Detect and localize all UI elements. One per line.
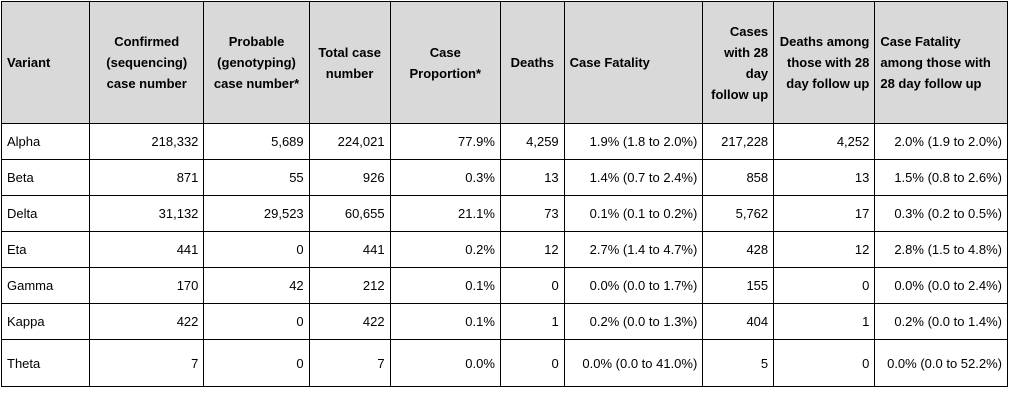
header-deaths: Deaths: [499, 1, 565, 124]
variant-name: Alpha: [0, 123, 91, 160]
variant-name: Beta: [0, 159, 91, 196]
variant-name: Delta: [0, 195, 91, 232]
case-fatality-28-day: 0.3% (0.2 to 0.5%): [874, 195, 1008, 232]
case-fatality: 1.4% (0.7 to 2.4%): [563, 159, 704, 196]
table-row: Eta 441 0 441 0.2% 12 2.7% (1.4 to 4.7%)…: [0, 231, 1008, 268]
variant-case-fatality-table: Variant Confirmed (sequencing) case numb…: [0, 1, 1008, 387]
case-fatality: 0.1% (0.1 to 0.2%): [563, 195, 704, 232]
probable-cases: 0: [203, 303, 310, 340]
probable-cases: 0: [203, 231, 310, 268]
cases-28-day: 5: [702, 339, 775, 387]
deaths-28-day: 12: [773, 231, 876, 268]
header-variant: Variant: [0, 1, 91, 124]
probable-cases: 5,689: [203, 123, 310, 160]
header-case-fatality: Case Fatality: [563, 1, 704, 124]
cases-28-day: 155: [702, 267, 775, 304]
case-proportion: 0.0%: [389, 339, 501, 387]
case-fatality-28-day: 2.0% (1.9 to 2.0%): [874, 123, 1008, 160]
deaths: 4,259: [499, 123, 565, 160]
table-row: Beta 871 55 926 0.3% 13 1.4% (0.7 to 2.4…: [0, 159, 1008, 196]
confirmed-cases: 170: [89, 267, 205, 304]
case-fatality-28-day: 0.0% (0.0 to 52.2%): [874, 339, 1008, 387]
total-cases: 926: [308, 159, 391, 196]
case-fatality: 0.0% (0.0 to 1.7%): [563, 267, 704, 304]
confirmed-cases: 218,332: [89, 123, 205, 160]
case-fatality-28-day: 0.2% (0.0 to 1.4%): [874, 303, 1008, 340]
total-cases: 441: [308, 231, 391, 268]
probable-cases: 42: [203, 267, 310, 304]
table-row: Alpha 218,332 5,689 224,021 77.9% 4,259 …: [0, 123, 1008, 160]
case-fatality: 0.0% (0.0 to 41.0%): [563, 339, 704, 387]
cases-28-day: 217,228: [702, 123, 775, 160]
cases-28-day: 428: [702, 231, 775, 268]
header-row: Variant Confirmed (sequencing) case numb…: [0, 1, 1008, 124]
case-fatality: 0.2% (0.0 to 1.3%): [563, 303, 704, 340]
header-deaths-28-day: Deaths among those with 28 day follow up: [773, 1, 876, 124]
confirmed-cases: 422: [89, 303, 205, 340]
table-row: Theta 7 0 7 0.0% 0 0.0% (0.0 to 41.0%) 5…: [0, 339, 1008, 387]
header-probable-cases: Probable (genotyping) case number*: [203, 1, 310, 124]
table-row: Gamma 170 42 212 0.1% 0 0.0% (0.0 to 1.7…: [0, 267, 1008, 304]
deaths: 73: [499, 195, 565, 232]
deaths-28-day: 17: [773, 195, 876, 232]
case-fatality-28-day: 0.0% (0.0 to 2.4%): [874, 267, 1008, 304]
deaths: 13: [499, 159, 565, 196]
cases-28-day: 858: [702, 159, 775, 196]
total-cases: 212: [308, 267, 391, 304]
table-row: Kappa 422 0 422 0.1% 1 0.2% (0.0 to 1.3%…: [0, 303, 1008, 340]
case-fatality: 2.7% (1.4 to 4.7%): [563, 231, 704, 268]
deaths: 0: [499, 339, 565, 387]
deaths: 1: [499, 303, 565, 340]
case-fatality: 1.9% (1.8 to 2.0%): [563, 123, 704, 160]
table-row: Delta 31,132 29,523 60,655 21.1% 73 0.1%…: [0, 195, 1008, 232]
deaths-28-day: 1: [773, 303, 876, 340]
total-cases: 60,655: [308, 195, 391, 232]
header-total-cases: Total case number: [308, 1, 391, 124]
case-proportion: 0.1%: [389, 303, 501, 340]
cases-28-day: 5,762: [702, 195, 775, 232]
total-cases: 224,021: [308, 123, 391, 160]
total-cases: 422: [308, 303, 391, 340]
confirmed-cases: 31,132: [89, 195, 205, 232]
variant-name: Theta: [0, 339, 91, 387]
confirmed-cases: 871: [89, 159, 205, 196]
cases-28-day: 404: [702, 303, 775, 340]
deaths: 0: [499, 267, 565, 304]
case-proportion: 0.1%: [389, 267, 501, 304]
header-cases-28-day: Cases with 28 day follow up: [702, 1, 775, 124]
header-case-proportion: Case Proportion*: [389, 1, 501, 124]
variant-name: Gamma: [0, 267, 91, 304]
header-case-fatality-28-day: Case Fatality among those with 28 day fo…: [874, 1, 1008, 124]
deaths-28-day: 4,252: [773, 123, 876, 160]
probable-cases: 55: [203, 159, 310, 196]
variant-name: Eta: [0, 231, 91, 268]
probable-cases: 29,523: [203, 195, 310, 232]
total-cases: 7: [308, 339, 391, 387]
case-fatality-28-day: 1.5% (0.8 to 2.6%): [874, 159, 1008, 196]
case-proportion: 21.1%: [389, 195, 501, 232]
deaths: 12: [499, 231, 565, 268]
case-proportion: 0.3%: [389, 159, 501, 196]
confirmed-cases: 441: [89, 231, 205, 268]
confirmed-cases: 7: [89, 339, 205, 387]
variant-name: Kappa: [0, 303, 91, 340]
deaths-28-day: 0: [773, 267, 876, 304]
case-proportion: 0.2%: [389, 231, 501, 268]
header-confirmed-cases: Confirmed (sequencing) case number: [89, 1, 205, 124]
case-proportion: 77.9%: [389, 123, 501, 160]
deaths-28-day: 13: [773, 159, 876, 196]
probable-cases: 0: [203, 339, 310, 387]
case-fatality-28-day: 2.8% (1.5 to 4.8%): [874, 231, 1008, 268]
deaths-28-day: 0: [773, 339, 876, 387]
